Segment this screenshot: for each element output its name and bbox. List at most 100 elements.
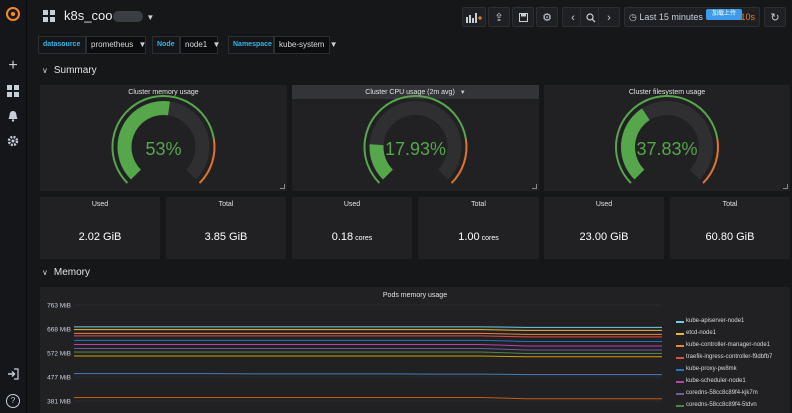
panel-title: Total (471, 201, 486, 208)
stat-number: 1.00 (458, 231, 480, 243)
stat-value: 60.80 GiB (670, 231, 790, 243)
gear-icon[interactable] (7, 135, 19, 147)
panel-title[interactable]: Cluster CPU usage (2m avg) ▼ (292, 89, 539, 96)
overlay-badge[interactable]: 加载上传 (706, 9, 742, 20)
gauge-chart: 53% (111, 95, 216, 184)
resize-handle[interactable] (280, 184, 285, 189)
stat-cpu-total[interactable]: Total 1.00 cores (418, 197, 539, 259)
variable-label-datasource: datasource (38, 36, 86, 54)
legend-label: kube-controller-manager-node1 (686, 342, 771, 348)
grafana-logo-icon[interactable] (5, 6, 21, 22)
stat-cpu-used[interactable]: Used 0.18 cores (292, 197, 412, 259)
legend-item[interactable]: kube-controller-manager-node1 (672, 339, 790, 351)
time-forward-button[interactable]: › (598, 7, 620, 27)
legend-swatch (676, 345, 684, 347)
settings-button[interactable]: ⚙ (536, 7, 558, 27)
stat-unit: cores (353, 235, 373, 242)
stat-filesystem-used[interactable]: Used 23.00 GiB (544, 197, 664, 259)
stat-unit: cores (479, 235, 499, 242)
graph-legend: kube-apiserver-node1 etcd-node1 kube-contr… (672, 315, 790, 411)
refresh-button[interactable]: ↻ (764, 7, 786, 27)
panel-cluster-filesystem-usage[interactable]: Cluster filesystem usage 37.83% (544, 85, 790, 191)
line-chart: 763 MiB 668 MiB 572 MiB 477 MiB 381 MiB (47, 303, 662, 406)
row-summary-title: Summary (53, 65, 97, 76)
variable-select-namespace[interactable]: kube-system ▼ (274, 36, 338, 54)
dashboards-icon[interactable] (7, 85, 19, 97)
legend-swatch (676, 393, 684, 395)
resize-handle[interactable] (532, 184, 537, 189)
series-line (74, 343, 662, 347)
panel-cluster-cpu-usage[interactable]: Cluster CPU usage (2m avg) ▼ 17.93% (292, 85, 539, 191)
legend-swatch (676, 333, 684, 335)
panel-cluster-memory-usage[interactable]: Cluster memory usage 53% (40, 85, 287, 191)
sidebar: + ? (0, 0, 27, 413)
variable-label-namespace: Namespace (228, 36, 274, 54)
stat-number: 3.85 GiB (204, 231, 248, 243)
legend-label: kube-apiserver-node1 (686, 318, 745, 324)
gauge-value-label: 53% (145, 139, 181, 159)
legend-item[interactable]: kube-apiserver-node1 (672, 315, 790, 327)
refresh-icon: ↻ (770, 12, 780, 24)
y-tick-label: 668 MiB (47, 327, 71, 334)
resize-handle[interactable] (783, 184, 788, 189)
series-line (74, 396, 662, 400)
variable-value: node1 (185, 40, 208, 49)
legend-item[interactable]: coredns-58cc8c89f4-kjk7m (672, 387, 790, 399)
sign-in-icon[interactable] (7, 368, 19, 380)
legend-label: kube-scheduler-node1 (686, 378, 746, 384)
series-line (74, 326, 662, 328)
series-line (74, 373, 662, 376)
legend-item[interactable]: kube-proxy-pw8mk (672, 363, 790, 375)
chevron-left-icon: ‹ (571, 12, 575, 24)
series-line (74, 335, 662, 338)
row-memory-title: Memory (53, 267, 90, 278)
gauge-value-arc (621, 108, 650, 180)
plus-icon[interactable]: + (8, 57, 18, 74)
refresh-interval: 10s (740, 12, 755, 22)
legend-item[interactable]: etcd-node1 (672, 327, 790, 339)
help-icon[interactable]: ? (6, 394, 20, 408)
legend-item[interactable]: traefik-ingress-controller-f9dbfb7 (672, 351, 790, 363)
series-line (74, 351, 662, 355)
row-summary[interactable]: ∨ Summary (42, 65, 97, 76)
series-line (74, 347, 662, 351)
legend-label: etcd-node1 (686, 330, 717, 336)
time-range-label: Last 15 minutes (639, 12, 703, 22)
panel-title: Total (722, 201, 738, 208)
legend-label: kube-proxy-pw8mk (686, 366, 737, 372)
panel-title: Total (218, 201, 234, 208)
y-tick-label: 381 MiB (47, 399, 71, 406)
stat-value: 3.85 GiB (166, 231, 286, 243)
bell-icon[interactable] (7, 110, 19, 122)
row-memory[interactable]: ∨ Memory (42, 267, 90, 278)
add-panel-button[interactable] (462, 7, 486, 27)
stat-filesystem-total[interactable]: Total 60.80 GiB (670, 197, 790, 259)
legend-swatch (676, 321, 684, 323)
stat-memory-used[interactable]: Used 2.02 GiB (40, 197, 160, 259)
panel-title: Used (343, 201, 361, 208)
save-button[interactable] (512, 7, 534, 27)
variable-label-node: Node (152, 36, 180, 54)
series-line (74, 332, 662, 335)
gauge-threshold-ok (615, 95, 719, 184)
legend-item[interactable]: kube-scheduler-node1 (672, 375, 790, 387)
gauge-chart: 17.93% (363, 95, 468, 184)
series-line (74, 355, 662, 358)
variable-select-node[interactable]: node1 ▼ (180, 36, 221, 54)
chevron-down-icon: ▼ (146, 13, 155, 22)
dashboard-grid-icon (43, 10, 55, 22)
legend-swatch (676, 357, 684, 359)
caret-down-icon: ▼ (212, 40, 221, 49)
stat-number: 0.18 (331, 231, 354, 243)
share-button[interactable]: ⇪ (488, 7, 510, 27)
panel-pods-memory-usage[interactable]: Pods memory usage 763 MiB 668 MiB 572 MiB 4… (40, 287, 790, 413)
variable-select-datasource[interactable]: prometheus ▼ (86, 36, 146, 54)
legend-item[interactable]: coredns-58cc8c89f4-5tdvn (672, 399, 790, 411)
stat-memory-total[interactable]: Total 3.85 GiB (166, 197, 286, 259)
gauge-value-arc (369, 144, 394, 180)
dashboard-title[interactable]: k8s_coo ▼ (64, 8, 154, 23)
variable-value: kube-system (279, 40, 325, 49)
panel-title: Pods memory usage (382, 292, 448, 299)
panel-header-hover (292, 85, 539, 99)
chevron-right-icon: › (607, 12, 611, 24)
